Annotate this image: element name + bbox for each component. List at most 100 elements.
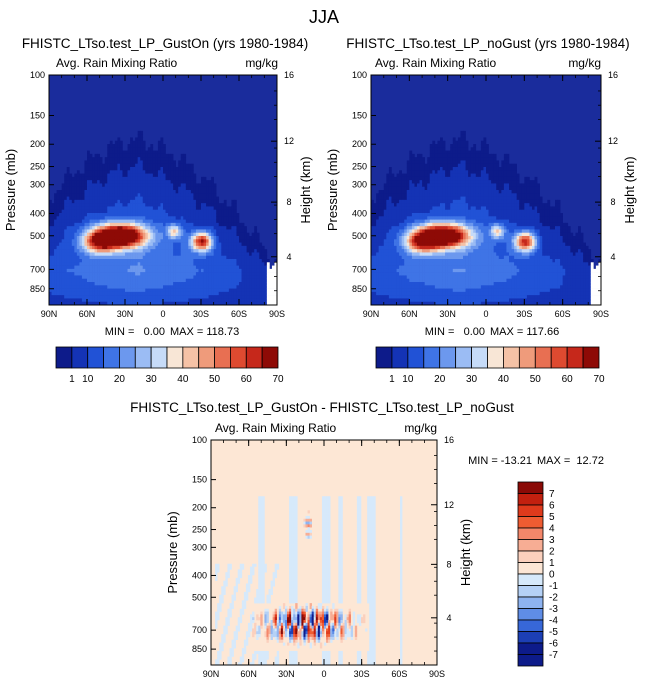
field-cell: [180, 167, 184, 171]
field-cell: [64, 282, 68, 286]
field-cell: [54, 209, 57, 214]
field-cell: [440, 295, 443, 299]
field-cell: [447, 236, 451, 240]
field-cell: [445, 163, 448, 168]
field-cell: [434, 252, 438, 257]
field-cell: [137, 144, 141, 148]
field-cell: [92, 236, 95, 240]
field-cell: [180, 176, 184, 181]
field-cell: [440, 206, 443, 211]
field-cell: [211, 190, 214, 194]
field-cell: [376, 219, 379, 224]
field-cell: [208, 265, 212, 270]
field-cell: [87, 222, 90, 227]
field-cell: [122, 265, 126, 270]
field-cell: [49, 245, 52, 250]
field-cell: [383, 265, 387, 270]
field-cell: [434, 183, 438, 188]
field-cell: [180, 298, 184, 303]
field-cell: [450, 163, 454, 168]
field-cell: [378, 265, 382, 270]
field-cell: [246, 278, 250, 283]
field-cell: [447, 193, 451, 197]
field-cell: [145, 226, 149, 230]
field-cell: [203, 196, 207, 201]
field-cell: [450, 242, 454, 247]
field-cell: [66, 272, 70, 276]
field-cell: [411, 272, 415, 276]
field-cell: [221, 298, 225, 303]
field-cell: [157, 219, 161, 224]
x-tick-label: 60N: [79, 309, 96, 319]
field-cell: [109, 176, 113, 181]
field-cell: [452, 157, 456, 161]
field-cell: [135, 137, 138, 142]
field-cell: [378, 301, 382, 306]
field-cell: [147, 245, 151, 250]
field-cell: [150, 242, 154, 247]
field-cell: [99, 282, 103, 286]
field-cell: [74, 268, 78, 273]
field-cell: [239, 278, 242, 283]
field-cell: [130, 268, 133, 273]
field-cell: [74, 186, 78, 191]
field-cell: [49, 203, 52, 207]
field-cell: [178, 245, 182, 250]
field-cell: [99, 278, 103, 283]
field-cell: [419, 239, 423, 243]
field-cell: [442, 190, 446, 194]
field-cell: [373, 216, 377, 220]
field-cell: [373, 236, 377, 240]
field-cell: [218, 232, 222, 237]
field-cell: [89, 213, 93, 217]
field-cell: [89, 259, 93, 263]
field-cell: [376, 199, 379, 204]
field-cell: [208, 203, 212, 207]
field-cell: [173, 291, 176, 296]
field-cell: [381, 278, 385, 283]
field-cell: [231, 298, 235, 303]
field-cell: [170, 295, 174, 299]
field-cell: [411, 285, 415, 289]
field-cell: [178, 199, 182, 204]
field-cell: [414, 167, 418, 171]
field-cell: [51, 242, 55, 247]
field-cell: [150, 239, 154, 243]
field-cell: [190, 236, 194, 240]
field-cell: [160, 255, 164, 260]
field-cell: [440, 147, 443, 151]
field-cell: [112, 268, 116, 273]
field-cell: [226, 249, 230, 253]
field-cell: [150, 232, 154, 237]
field-cell: [157, 275, 161, 280]
field-cell: [445, 190, 448, 194]
field-cell: [429, 144, 433, 148]
field-cell: [107, 216, 111, 220]
field-cell: [233, 222, 237, 227]
field-cell: [373, 282, 377, 286]
field-cell: [432, 249, 436, 253]
field-cell: [434, 147, 438, 151]
field-cell: [81, 206, 85, 211]
field-cell: [127, 252, 131, 257]
field-cell: [92, 255, 95, 260]
field-cell: [54, 278, 57, 283]
field-cell: [190, 163, 194, 168]
field-cell: [228, 285, 232, 289]
field-cell: [81, 213, 85, 217]
field-cell: [163, 199, 166, 204]
field-cell: [193, 180, 197, 184]
field-cell: [114, 173, 118, 178]
field-cell: [56, 222, 60, 227]
field-cell: [147, 262, 151, 266]
field-cell: [117, 186, 121, 191]
field-cell: [130, 282, 133, 286]
field-cell: [419, 186, 423, 191]
field-cell: [440, 275, 443, 280]
field-cell: [440, 272, 443, 276]
field-cell: [107, 190, 111, 194]
field-cell: [114, 291, 118, 296]
field-cell: [391, 229, 395, 234]
field-cell: [147, 275, 151, 280]
field-cell: [193, 216, 197, 220]
